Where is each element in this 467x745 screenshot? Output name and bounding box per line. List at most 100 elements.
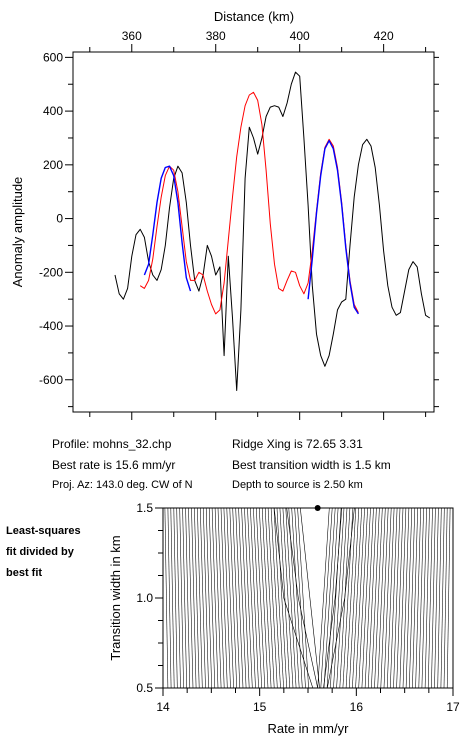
top-axis-tick-label: 380 bbox=[206, 29, 226, 43]
best-rate: Best rate is 15.6 mm/yr bbox=[52, 458, 176, 472]
contour-line bbox=[164, 507, 169, 689]
contour-inner-line bbox=[327, 507, 355, 689]
contour-y-tick-label: 1.0 bbox=[136, 591, 153, 605]
contour-line bbox=[232, 507, 241, 689]
contour-line bbox=[264, 507, 275, 689]
left-axis-tick-label: 600 bbox=[43, 50, 63, 64]
left-axis-tick-label: 400 bbox=[43, 104, 63, 118]
contour-line bbox=[217, 507, 225, 689]
contour-line bbox=[185, 507, 191, 689]
left-axis-tick-label: -200 bbox=[39, 265, 63, 279]
contour-inner-line bbox=[300, 507, 320, 689]
contour-line bbox=[211, 507, 219, 689]
contour-line bbox=[380, 507, 389, 689]
depth-to-source: Depth to source is 2.50 km bbox=[232, 479, 363, 491]
contour-line bbox=[247, 507, 256, 689]
contour-y-axis-tick-labels: 0.5 1.0 1.5 bbox=[136, 501, 153, 695]
contour-line bbox=[226, 507, 234, 689]
contour-inner-line bbox=[323, 507, 343, 689]
contour-ylabel: Transition width in km bbox=[108, 535, 123, 660]
contour-line bbox=[250, 507, 259, 689]
contour-line bbox=[179, 507, 184, 689]
contour-line bbox=[282, 507, 294, 689]
contour-line bbox=[402, 507, 410, 689]
contour-line bbox=[235, 507, 244, 689]
contour-y-axis-ticks bbox=[155, 507, 163, 689]
contour-x-axis-ticks bbox=[162, 688, 454, 696]
contour-line bbox=[229, 507, 237, 689]
left-axis-tick-label: 0 bbox=[56, 212, 63, 226]
contour-line bbox=[358, 507, 368, 689]
left-axis-ticks bbox=[65, 56, 73, 408]
contour-plot-frame bbox=[162, 507, 454, 689]
contour-line bbox=[364, 507, 374, 689]
contour-line bbox=[349, 507, 360, 689]
bottom-axis-ticks bbox=[89, 412, 427, 420]
contour-line bbox=[371, 507, 380, 689]
projection-azimuth: Proj. Az: 143.0 deg. CW of N bbox=[52, 479, 193, 491]
contour-line bbox=[383, 507, 392, 689]
contour-line bbox=[200, 507, 206, 689]
profile-name: Profile: mohns_32.chp bbox=[52, 437, 172, 451]
right-axis-ticks bbox=[434, 56, 439, 408]
contour-line bbox=[176, 507, 181, 689]
left-axis-tick-label: 200 bbox=[43, 158, 63, 172]
contour-line bbox=[294, 507, 306, 689]
contour-line bbox=[330, 507, 342, 689]
contour-line bbox=[352, 507, 362, 689]
contour-line bbox=[336, 507, 348, 689]
contour-line bbox=[437, 507, 442, 689]
contour-line bbox=[203, 507, 209, 689]
contour-line bbox=[256, 507, 266, 689]
contour-x-tick-label: 14 bbox=[156, 700, 170, 714]
contour-line bbox=[208, 507, 216, 689]
contour-line bbox=[205, 507, 212, 689]
top-axis-tick-label: 420 bbox=[374, 29, 394, 43]
contour-lines-group bbox=[164, 507, 451, 689]
contour-line bbox=[339, 507, 351, 689]
profile-plot-frame bbox=[72, 51, 435, 413]
contour-line bbox=[345, 507, 357, 689]
contour-line bbox=[446, 507, 451, 689]
contour-line bbox=[443, 507, 448, 689]
least-squares-note-line: best fit bbox=[6, 567, 43, 579]
contour-line bbox=[273, 507, 284, 689]
contour-line bbox=[170, 507, 175, 689]
profile-plot: 360 380 400 420 600 400 200 0 -200 -400 -600 Dist… bbox=[10, 9, 439, 420]
contour-x-axis-tick-labels: 14 15 16 17 bbox=[156, 700, 460, 714]
contour-line bbox=[361, 507, 371, 689]
contour-line bbox=[431, 507, 436, 689]
contour-line bbox=[333, 507, 345, 689]
contour-line bbox=[279, 507, 291, 689]
contour-line bbox=[261, 507, 272, 689]
contour-line bbox=[317, 507, 330, 689]
contour-line bbox=[418, 507, 424, 689]
contour-line bbox=[214, 507, 222, 689]
profile-ylabel: Anomaly amplitude bbox=[10, 177, 25, 288]
left-axis-tick-label: -400 bbox=[39, 319, 63, 333]
profile-series-group bbox=[114, 71, 431, 391]
contour-line bbox=[285, 507, 297, 689]
contour-line bbox=[220, 507, 228, 689]
left-axis-tick-labels: 600 400 200 0 -200 -400 -600 bbox=[39, 50, 63, 386]
contour-line bbox=[415, 507, 421, 689]
contour-line bbox=[276, 507, 287, 689]
contour-line bbox=[270, 507, 281, 689]
contour-line bbox=[396, 507, 404, 689]
contour-line bbox=[291, 507, 303, 689]
contour-line bbox=[355, 507, 365, 689]
profile-xlabel: Distance (km) bbox=[214, 9, 294, 24]
contour-line bbox=[194, 507, 200, 689]
contour-line bbox=[412, 507, 418, 689]
contour-x-tick-label: 16 bbox=[350, 700, 364, 714]
contour-line bbox=[427, 507, 433, 689]
contour-y-tick-label: 0.5 bbox=[136, 681, 153, 695]
contour-line bbox=[377, 507, 386, 689]
contour-inner-line bbox=[273, 507, 314, 689]
contour-line bbox=[374, 507, 383, 689]
least-squares-note: Least-squares fit divided by best fit bbox=[6, 521, 81, 584]
contour-line bbox=[367, 507, 377, 689]
contour-line bbox=[167, 507, 172, 689]
contour-inner-line bbox=[286, 507, 318, 689]
best-fit-point bbox=[314, 505, 321, 511]
